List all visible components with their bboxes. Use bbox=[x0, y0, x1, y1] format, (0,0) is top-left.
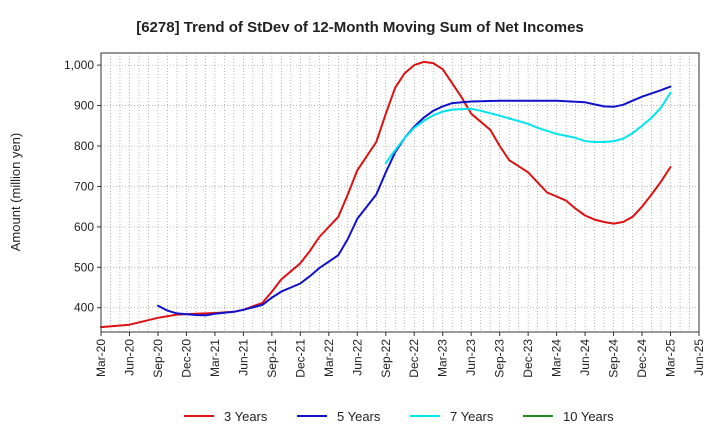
x-tick-label: Mar-21 bbox=[208, 339, 222, 377]
x-tick-label: Jun-20 bbox=[122, 339, 136, 376]
y-tick-label: 400 bbox=[74, 301, 94, 315]
y-axis-label: Amount (million yen) bbox=[8, 133, 23, 252]
legend: 3 Years 5 Years 7 Years 10 Years bbox=[184, 409, 614, 424]
legend-label: 10 Years bbox=[563, 409, 614, 424]
x-tick-label: Mar-20 bbox=[94, 339, 108, 377]
x-tick-label: Jun-23 bbox=[464, 339, 478, 376]
x-tick-label: Jun-21 bbox=[236, 339, 250, 376]
x-tick-label: Dec-24 bbox=[635, 339, 649, 378]
legend-label: 3 Years bbox=[224, 409, 268, 424]
x-tick-label: Dec-22 bbox=[407, 339, 421, 378]
y-tick-label: 1,000 bbox=[64, 58, 94, 72]
x-tick-label: Sep-22 bbox=[379, 339, 393, 378]
x-tick-label: Jun-25 bbox=[692, 339, 706, 376]
x-tick-label: Sep-21 bbox=[265, 339, 279, 378]
series-lines bbox=[100, 60, 672, 329]
y-tick-label: 500 bbox=[74, 260, 94, 274]
x-tick-label: Mar-22 bbox=[322, 339, 336, 377]
x-tick-label: Sep-20 bbox=[151, 339, 165, 378]
legend-label: 7 Years bbox=[450, 409, 494, 424]
y-tick-label: 600 bbox=[74, 220, 94, 234]
series-line-7-years bbox=[384, 91, 672, 164]
y-tick-label: 800 bbox=[74, 139, 94, 153]
x-tick-label: Dec-21 bbox=[293, 339, 307, 378]
x-axis-ticks: Mar-20 Jun-20 Sep-20 Dec-20 Mar-21 Jun-21 Sep-… bbox=[94, 332, 706, 378]
plot-area bbox=[100, 52, 700, 333]
x-tick-label: Mar-24 bbox=[550, 339, 564, 377]
legend-label: 5 Years bbox=[337, 409, 381, 424]
x-tick-label: Jun-24 bbox=[578, 339, 592, 376]
x-tick-label: Dec-23 bbox=[521, 339, 535, 378]
y-tick-label: 700 bbox=[74, 179, 94, 193]
y-tick-label: 900 bbox=[74, 99, 94, 113]
chart-title: [6278] Trend of StDev of 12-Month Moving… bbox=[136, 19, 584, 36]
x-tick-label: Sep-23 bbox=[493, 339, 507, 378]
x-tick-label: Sep-24 bbox=[607, 339, 621, 378]
grid bbox=[100, 53, 700, 332]
y-axis-ticks: 400 500 600 700 800 900 1,000 bbox=[64, 58, 101, 315]
x-tick-label: Mar-25 bbox=[664, 339, 678, 377]
x-tick-label: Dec-20 bbox=[179, 339, 193, 378]
x-tick-label: Jun-22 bbox=[350, 339, 364, 376]
x-tick-label: Mar-23 bbox=[436, 339, 450, 377]
